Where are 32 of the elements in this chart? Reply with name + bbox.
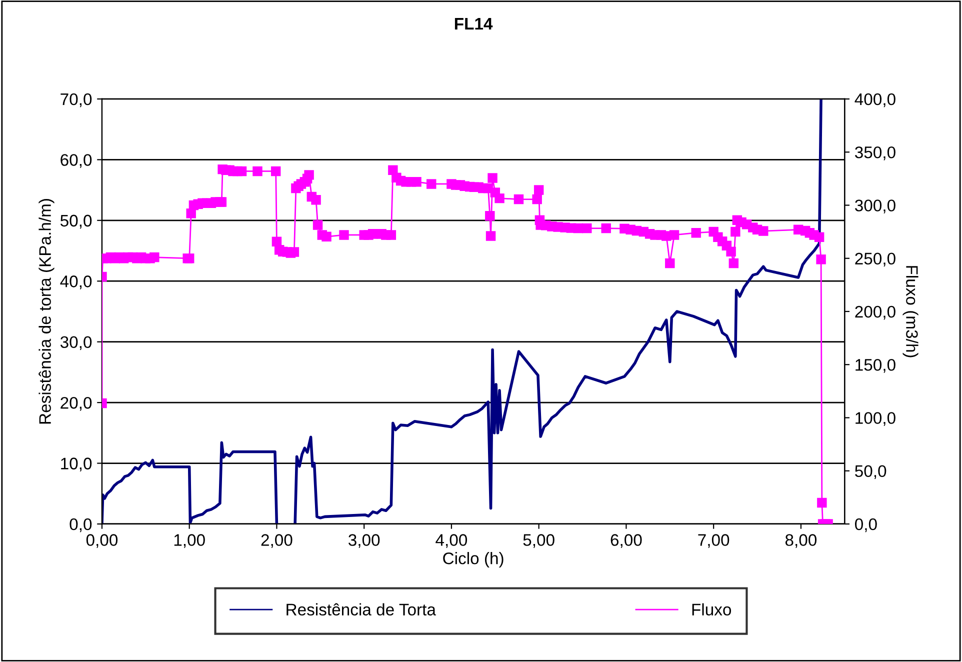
x-tick-label: 2,00 xyxy=(261,534,292,548)
y2-tick-label: 100,0 xyxy=(856,412,896,426)
y2-tick-label: 400,0 xyxy=(854,93,896,108)
y-tick-label: 60,0 xyxy=(60,154,92,168)
x-tick-label: 7,00 xyxy=(698,534,730,548)
x-tick-label: 8,00 xyxy=(785,534,817,548)
chart-title: FL14 xyxy=(454,18,493,30)
y2-axis-title: Fluxo (m3/h) xyxy=(902,266,918,358)
x-tick-label: 6,00 xyxy=(610,534,642,548)
x-tick-label: 1,00 xyxy=(174,534,205,548)
y-tick-label: 0,0 xyxy=(70,518,92,532)
y-tick-label: 50,0 xyxy=(60,214,92,229)
y2-tick-label: 150,0 xyxy=(856,359,896,373)
y-tick-label: 40,0 xyxy=(60,276,92,290)
y-tick-label: 30,0 xyxy=(60,336,92,350)
y-tick-label: 20,0 xyxy=(60,396,92,411)
y2-tick-label: 50,0 xyxy=(855,465,886,480)
y2-tick-label: 250,0 xyxy=(855,252,896,267)
x-tick-label: 0,00 xyxy=(86,534,118,548)
y-axis-title: Resistência de torta (KPa.h/m) xyxy=(38,199,54,424)
y2-tick-label: 0,0 xyxy=(855,518,877,532)
y-tick-label: 10,0 xyxy=(61,458,92,472)
x-tick-label: 4,00 xyxy=(436,534,468,548)
y2-tick-label: 300,0 xyxy=(854,200,896,214)
legend-label: Fluxo xyxy=(692,603,732,616)
x-tick-label: 3,00 xyxy=(348,534,380,548)
y2-tick-label: 200,0 xyxy=(855,306,896,320)
x-tick-label: 5,00 xyxy=(523,534,554,548)
y-tick-label: 70,0 xyxy=(60,93,92,108)
y2-tick-label: 350,0 xyxy=(854,146,896,160)
x-axis-title: Ciclo (h) xyxy=(443,552,504,568)
legend-label: Resistência de Torta xyxy=(286,603,436,616)
